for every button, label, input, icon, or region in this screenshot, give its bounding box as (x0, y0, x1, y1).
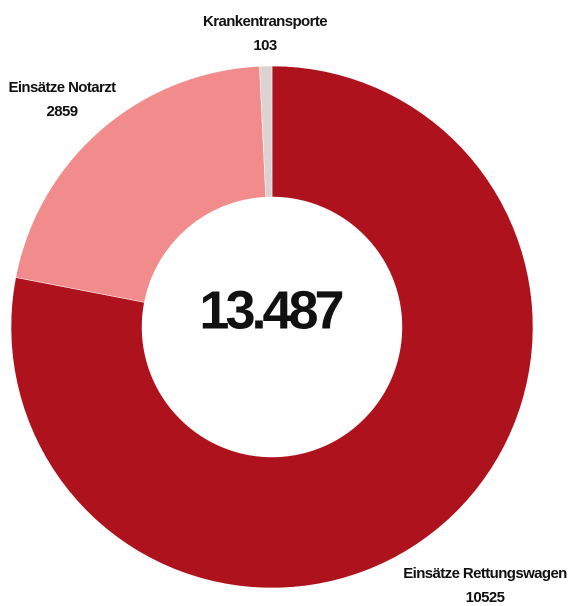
slice-value: 103 (253, 37, 276, 54)
donut-slice (10, 65, 534, 589)
slice-label: Einsätze Notarzt (8, 79, 116, 96)
center-total: 13.487 (199, 280, 342, 340)
slice-label: Einsätze Rettungswagen (403, 565, 567, 582)
slice-value: 10525 (466, 589, 505, 606)
donut-slice (259, 65, 273, 198)
slice-label: Krankentransporte (203, 13, 327, 30)
donut-slice (15, 66, 267, 303)
slice-value: 2859 (47, 103, 78, 120)
